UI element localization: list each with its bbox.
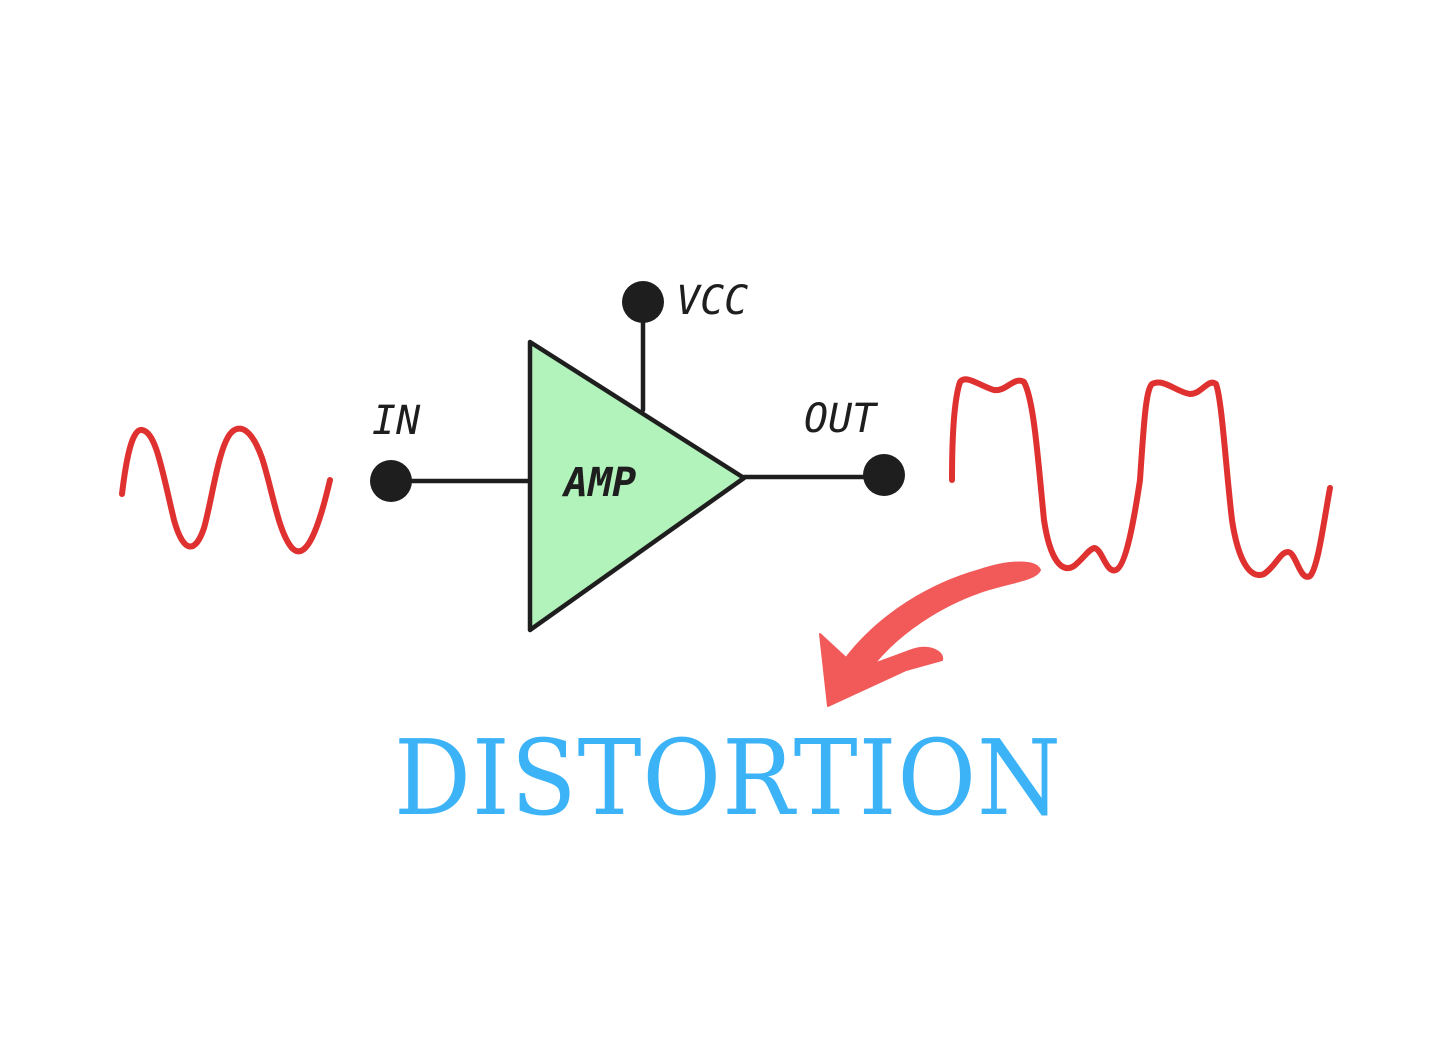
amplifier-triangle	[527, 339, 747, 633]
output-node-dot	[863, 454, 905, 496]
vcc-label: VCC	[676, 278, 748, 324]
output-clipped-wave	[949, 376, 1333, 580]
distortion-caption: DISTORTION	[394, 717, 1062, 839]
input-label: IN	[372, 398, 421, 444]
output-label: OUT	[804, 396, 879, 442]
input-sine-wave	[119, 425, 333, 555]
amplifier-label: AMP	[561, 460, 636, 506]
curved-arrow-icon	[819, 561, 1041, 707]
vcc-node-dot	[622, 281, 664, 323]
